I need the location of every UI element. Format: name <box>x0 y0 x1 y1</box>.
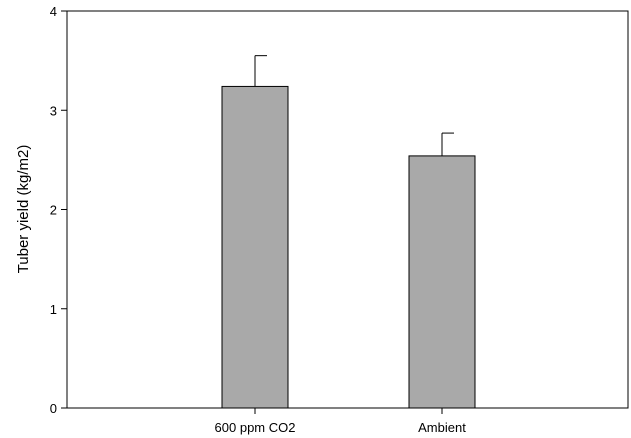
bars <box>221 55 476 409</box>
x-axis-labels: 600 ppm CO2 Ambient <box>215 408 466 435</box>
y-axis: 0 1 2 3 4 <box>50 4 67 416</box>
x-tick-label: Ambient <box>418 420 466 435</box>
x-tick-label: 600 ppm CO2 <box>215 420 296 435</box>
y-tick-label: 1 <box>50 302 57 317</box>
y-tick-label: 3 <box>50 103 57 118</box>
bar <box>408 155 476 409</box>
y-axis-title: Tuber yield (kg/m2) <box>15 145 32 274</box>
y-tick-label: 2 <box>50 203 57 218</box>
y-tick-label: 4 <box>50 4 57 19</box>
bar <box>221 85 289 409</box>
plot-frame <box>66 10 629 409</box>
y-tick-label: 0 <box>50 401 57 416</box>
